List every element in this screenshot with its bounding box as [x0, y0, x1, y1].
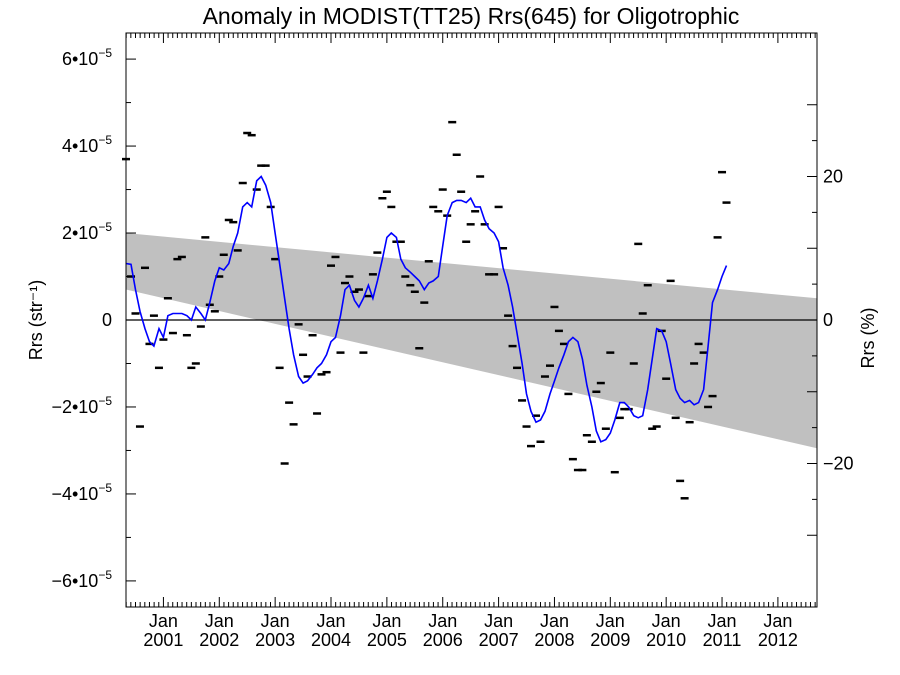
x-tick-label-month: Jan — [708, 611, 737, 631]
y-tick-label: 0 — [102, 310, 112, 330]
x-tick-label-year: 2012 — [758, 630, 798, 650]
y-tick-label: 4•10−5 — [62, 133, 112, 156]
x-tick-label-year: 2005 — [367, 630, 407, 650]
x-tick-label-year: 2008 — [534, 630, 574, 650]
y-tick-label: −6•10−5 — [51, 568, 112, 591]
axes: 6•10−5 4•10−5 2•10−5 0 −2•10−5 −4•10−5 −6•10−5… — [51, 32, 854, 650]
x-tick-label-month: Jan — [596, 611, 625, 631]
confidence-band — [126, 233, 817, 449]
x-tick-label-month: Jan — [484, 611, 513, 631]
x-tick-label-month: Jan — [428, 611, 457, 631]
smoothed-anomaly-line — [125, 175, 728, 443]
chart-title: Anomaly in MODIST(TT25) Rrs(645) for Oli… — [203, 3, 740, 29]
x-tick-label-year: 2007 — [479, 630, 519, 650]
y2-tick-label: 20 — [823, 167, 843, 187]
x-tick-label-year: 2009 — [590, 630, 630, 650]
x-tick-label-month: Jan — [540, 611, 569, 631]
x-tick-label-month: Jan — [316, 611, 345, 631]
y-tick-label: 6•10−5 — [62, 46, 112, 69]
y-axis-label-left: Rrs (str⁻¹) — [26, 280, 46, 360]
x-tick-label-year: 2001 — [143, 630, 183, 650]
y-tick-label: −2•10−5 — [51, 394, 112, 417]
x-tick-label-month: Jan — [372, 611, 401, 631]
x-tick-label-month: Jan — [261, 611, 290, 631]
y-tick-label: −4•10−5 — [51, 481, 112, 504]
x-tick-label-year: 2004 — [311, 630, 351, 650]
x-tick-label-year: 2006 — [423, 630, 463, 650]
x-tick-label-year: 2011 — [703, 630, 742, 650]
y2-tick-label: −20 — [823, 454, 854, 474]
x-tick-label-month: Jan — [763, 611, 792, 631]
y-tick-label: 2•10−5 — [62, 220, 112, 243]
x-tick-label-month: Jan — [205, 611, 234, 631]
x-tick-label-month: Jan — [149, 611, 178, 631]
y2-tick-label: 0 — [823, 310, 833, 330]
x-tick-label-year: 2003 — [255, 630, 295, 650]
x-tick-label-year: 2002 — [199, 630, 239, 650]
plot-area — [122, 120, 817, 500]
x-tick-label-year: 2010 — [646, 630, 686, 650]
y-axis-label-right: Rrs (%) — [858, 308, 878, 369]
x-tick-label-month: Jan — [652, 611, 681, 631]
